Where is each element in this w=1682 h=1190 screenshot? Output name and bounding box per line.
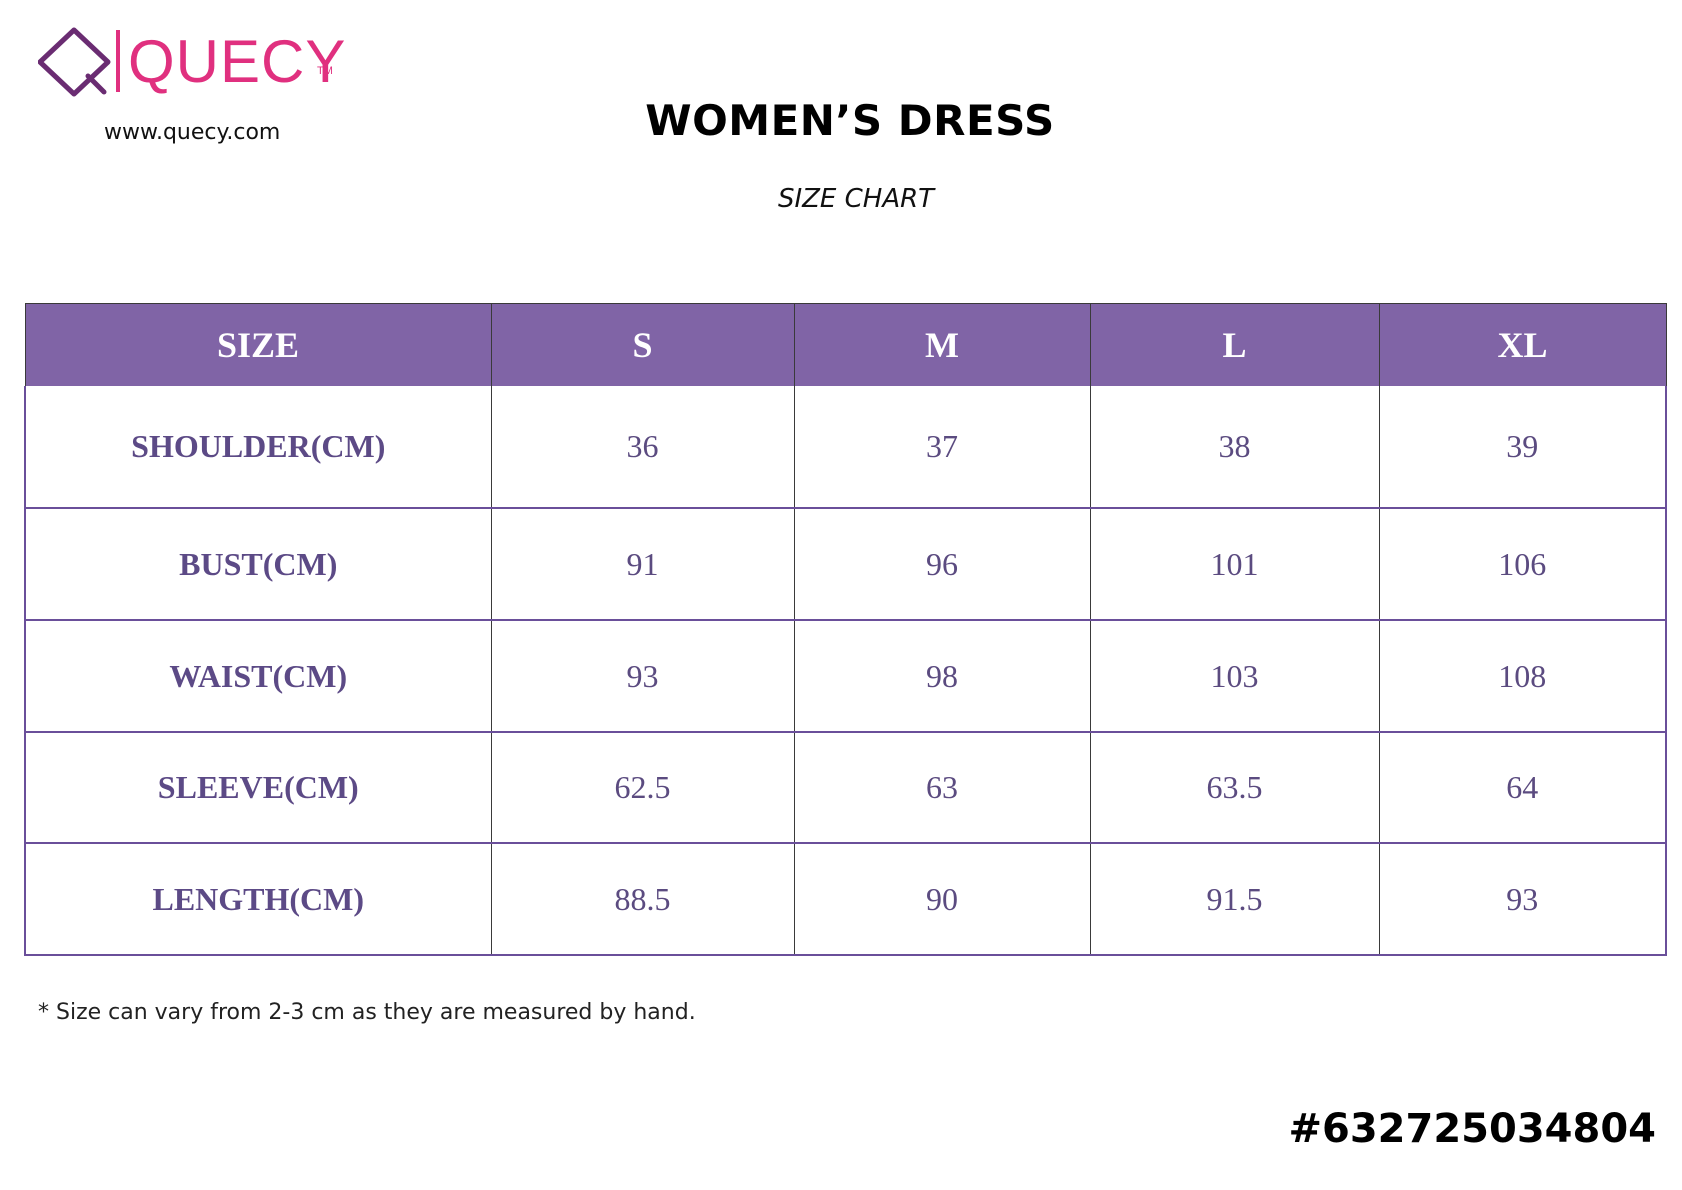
row-label-length: LENGTH(CM) bbox=[24, 843, 492, 956]
table-cell: 90 bbox=[793, 843, 1091, 956]
table-cell: 39 bbox=[1378, 386, 1667, 509]
table-cell: 93 bbox=[490, 620, 795, 733]
quecy-diamond-icon bbox=[38, 27, 111, 97]
size-chart-table: SIZE S M L XL SHOULDER(CM) 36 37 38 39 B… bbox=[24, 303, 1667, 956]
logo-wordmark: QUECY bbox=[128, 28, 346, 95]
table-cell: 37 bbox=[793, 386, 1091, 509]
trademark-mark: TM bbox=[317, 65, 333, 77]
table-cell: 64 bbox=[1378, 732, 1667, 844]
table-row: LENGTH(CM) 88.5 90 91.5 93 bbox=[24, 843, 1667, 956]
table-cell: 88.5 bbox=[490, 843, 795, 956]
page-subtitle: SIZE CHART bbox=[777, 184, 935, 214]
product-code: #632725034804 bbox=[1288, 1106, 1657, 1152]
table-row: WAIST(CM) 93 98 103 108 bbox=[24, 620, 1667, 733]
table-row: SLEEVE(CM) 62.5 63 63.5 64 bbox=[24, 732, 1667, 844]
column-header-s: S bbox=[490, 303, 795, 386]
table-cell: 63.5 bbox=[1089, 732, 1380, 844]
table-cell: 36 bbox=[490, 386, 795, 509]
measurement-note: * Size can vary from 2-3 cm as they are … bbox=[38, 1000, 696, 1025]
table-cell: 91.5 bbox=[1089, 843, 1380, 956]
table-cell: 96 bbox=[793, 508, 1091, 621]
row-label-shoulder: SHOULDER(CM) bbox=[24, 386, 492, 509]
table-cell: 38 bbox=[1089, 386, 1380, 509]
table-cell: 101 bbox=[1089, 508, 1380, 621]
column-header-xl: XL bbox=[1378, 303, 1667, 386]
column-header-l: L bbox=[1089, 303, 1380, 386]
table-row: SHOULDER(CM) 36 37 38 39 bbox=[24, 386, 1667, 509]
table-cell: 106 bbox=[1378, 508, 1667, 621]
table-cell: 91 bbox=[490, 508, 795, 621]
row-label-sleeve: SLEEVE(CM) bbox=[24, 732, 492, 844]
table-row: BUST(CM) 91 96 101 106 bbox=[24, 508, 1667, 621]
table-cell: 98 bbox=[793, 620, 1091, 733]
column-header-m: M bbox=[793, 303, 1091, 386]
table-cell: 62.5 bbox=[490, 732, 795, 844]
page-title: WOMEN’S DRESS bbox=[645, 96, 1055, 145]
website-url[interactable]: www.quecy.com bbox=[104, 120, 281, 145]
table-cell: 103 bbox=[1089, 620, 1380, 733]
table-cell: 93 bbox=[1378, 843, 1667, 956]
table-header-row: SIZE S M L XL bbox=[24, 303, 1667, 386]
table-cell: 108 bbox=[1378, 620, 1667, 733]
row-label-bust: BUST(CM) bbox=[24, 508, 492, 621]
table-cell: 63 bbox=[793, 732, 1091, 844]
row-label-waist: WAIST(CM) bbox=[24, 620, 492, 733]
column-header-size: SIZE bbox=[24, 303, 492, 386]
brand-logo: QUECY TM bbox=[38, 26, 368, 102]
